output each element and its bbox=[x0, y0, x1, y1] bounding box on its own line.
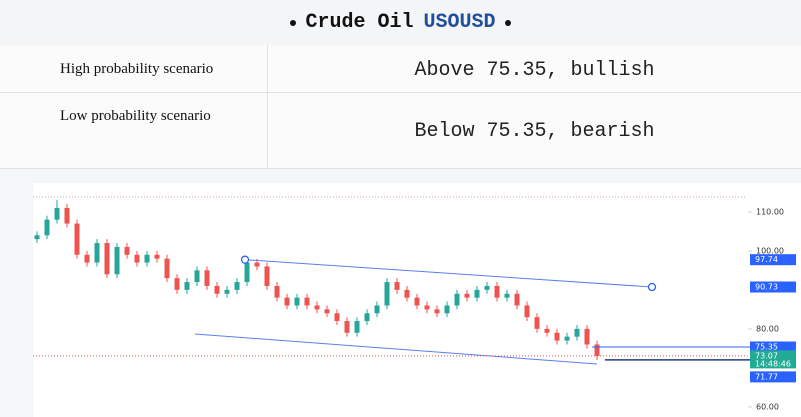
candle-body bbox=[264, 266, 270, 286]
candle-body bbox=[94, 243, 100, 263]
candle-body bbox=[234, 282, 240, 290]
candle-body bbox=[454, 293, 460, 306]
price-label-bg bbox=[750, 254, 796, 266]
candle-body bbox=[514, 293, 520, 306]
candle-body bbox=[594, 344, 600, 356]
scenario-label: High probability scenario bbox=[60, 61, 214, 77]
channel-handle bbox=[240, 255, 250, 264]
candle-body bbox=[374, 305, 380, 314]
price-label-bg bbox=[750, 281, 796, 293]
candle-body bbox=[314, 305, 320, 310]
bullet bbox=[504, 19, 511, 26]
candle-body bbox=[194, 270, 200, 283]
candle-body bbox=[504, 293, 510, 298]
candle-body bbox=[64, 207, 70, 224]
candle-body bbox=[414, 297, 420, 306]
bullet bbox=[290, 19, 297, 26]
table-row: High probability scenario Above 75.35, b… bbox=[0, 45, 801, 93]
price-label-bg bbox=[750, 350, 796, 369]
candle-body bbox=[494, 285, 500, 298]
candle-body bbox=[214, 285, 220, 294]
candle-body bbox=[84, 254, 90, 263]
candle-body bbox=[384, 282, 390, 306]
candle-body bbox=[304, 297, 310, 306]
candle-body bbox=[224, 289, 230, 294]
cell bbox=[0, 93, 268, 168]
candle-body bbox=[344, 321, 350, 333]
candle-body bbox=[444, 305, 450, 314]
price-label: 71.77 bbox=[755, 372, 778, 381]
price-label: 75.35 bbox=[755, 342, 778, 351]
title-bar: Crude Oil USOUSD bbox=[0, 0, 801, 46]
candle-body bbox=[54, 207, 60, 220]
candle-body bbox=[324, 309, 330, 314]
candle-body bbox=[354, 321, 360, 333]
candle-body bbox=[394, 282, 400, 290]
candle-body bbox=[484, 285, 490, 290]
cell bbox=[0, 45, 268, 92]
candle-body bbox=[294, 297, 300, 306]
candle-body bbox=[534, 317, 540, 329]
candle-body bbox=[544, 328, 550, 333]
candle-body bbox=[284, 297, 290, 306]
candle-body bbox=[44, 219, 50, 236]
candle-body bbox=[574, 328, 580, 337]
candle-body bbox=[554, 332, 560, 341]
price-label-bg bbox=[750, 341, 796, 353]
scenario-value: Below 75.35, bearish bbox=[414, 120, 655, 143]
candle-body bbox=[174, 278, 180, 290]
candle-body bbox=[144, 254, 150, 263]
candle-body bbox=[244, 262, 250, 283]
candle-body bbox=[124, 246, 130, 255]
symbol: USOUSD bbox=[423, 11, 496, 34]
scenario-value: Above 75.35, bullish bbox=[414, 59, 655, 82]
candle-body bbox=[74, 223, 80, 255]
candle-body bbox=[464, 293, 470, 298]
candle-body bbox=[434, 309, 440, 314]
candle-body bbox=[564, 336, 570, 341]
candle-body bbox=[114, 246, 120, 275]
candle-body bbox=[424, 305, 430, 310]
price-label: 73.07 bbox=[755, 351, 778, 360]
y-tick-label: 110.00 bbox=[756, 207, 784, 216]
candle-body bbox=[364, 313, 370, 322]
y-tick-label: 60.00 bbox=[756, 402, 779, 411]
scenario-label: Low probability scenario bbox=[60, 108, 211, 124]
y-tick-label: 100.00 bbox=[756, 246, 784, 255]
candle-body bbox=[164, 258, 170, 279]
candle-body bbox=[474, 289, 480, 298]
candle-body bbox=[104, 243, 110, 275]
candle-body bbox=[204, 270, 210, 286]
channel-handle bbox=[647, 282, 657, 292]
candle-body bbox=[34, 235, 40, 240]
price-label: 90.73 bbox=[755, 283, 778, 292]
candle-body bbox=[524, 305, 530, 318]
price-label: 97.74 bbox=[755, 255, 778, 264]
channel-lower bbox=[194, 333, 598, 365]
price-label-bg bbox=[750, 371, 796, 383]
candle-body bbox=[584, 328, 590, 345]
table-row: Low probability scenario Below 75.35, be… bbox=[0, 93, 801, 169]
candle-body bbox=[404, 289, 410, 298]
candle-body bbox=[334, 313, 340, 322]
candle-body bbox=[134, 254, 140, 263]
channel-upper bbox=[244, 259, 653, 288]
y-tick-label: 80.00 bbox=[756, 324, 779, 333]
candle-body bbox=[184, 282, 190, 290]
candle-body bbox=[254, 262, 260, 267]
countdown: 14:48:46 bbox=[755, 359, 791, 368]
candle-body bbox=[274, 285, 280, 298]
candle-body bbox=[154, 254, 160, 259]
title: Crude Oil bbox=[305, 11, 414, 34]
